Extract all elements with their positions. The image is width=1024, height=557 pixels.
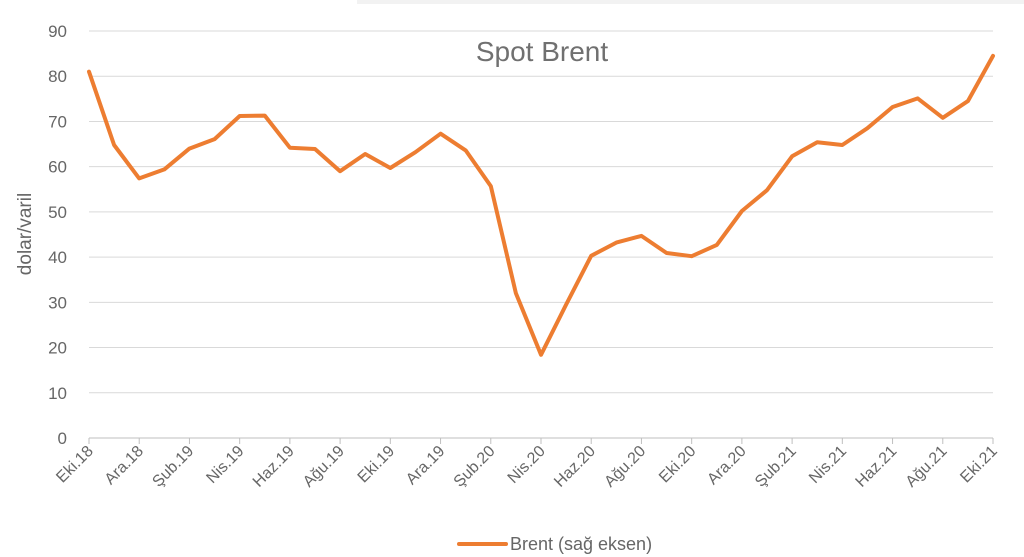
- y-axis-ticks: 0 10 20 30 40 50 60 70 80 90: [48, 22, 67, 448]
- x-tick-label: Ağu.19: [300, 443, 348, 491]
- x-tick-label: Eki.18: [53, 443, 97, 487]
- x-tick-label: Ağu.20: [601, 443, 649, 491]
- y-tick-label: 90: [48, 22, 67, 41]
- grid-lines: [89, 30, 993, 439]
- x-tick-label: Ara.20: [704, 443, 749, 488]
- y-tick-label: 10: [48, 384, 67, 403]
- top-band: [357, 0, 1024, 4]
- x-tick-label: Ağu.21: [903, 443, 951, 491]
- y-tick-label: 20: [48, 339, 67, 358]
- y-tick-label: 40: [48, 248, 67, 267]
- x-tick-label: Nis.20: [505, 443, 549, 487]
- x-tick-label: Haz.19: [250, 443, 298, 491]
- x-tick-label: Eki.21: [957, 443, 1001, 487]
- x-tick-label: Şub.19: [149, 443, 197, 491]
- y-tick-label: 60: [48, 158, 67, 177]
- legend: Brent (sağ eksen): [457, 534, 652, 554]
- series-layer: [87, 53, 995, 357]
- y-tick-label: 0: [58, 429, 67, 448]
- y-tick-label: 30: [48, 293, 67, 312]
- chart-title: Spot Brent: [476, 36, 609, 67]
- x-axis-ticks: Eki.18 Ara.18 Şub.19 Nis.19 Haz.19 Ağu.19 Eki.…: [53, 438, 1001, 491]
- y-tick-label: 70: [48, 112, 67, 131]
- y-tick-label: 80: [48, 67, 67, 86]
- y-axis-label: dolar/varil: [15, 193, 36, 275]
- x-tick-label: Haz.20: [551, 443, 599, 491]
- x-tick-label: Eki.20: [656, 443, 700, 487]
- series-line-brent: [87, 53, 995, 357]
- x-tick-label: Ara.19: [403, 443, 448, 488]
- x-tick-label: Eki.19: [355, 443, 399, 487]
- x-tick-label: Haz.21: [853, 443, 901, 491]
- x-tick-label: Şub.21: [752, 443, 800, 491]
- legend-label: Brent (sağ eksen): [510, 534, 652, 554]
- x-tick-label: Şub.20: [451, 443, 499, 491]
- x-tick-label: Ara.18: [102, 443, 147, 488]
- y-tick-label: 50: [48, 203, 67, 222]
- x-tick-label: Nis.21: [806, 443, 850, 487]
- x-tick-label: Nis.19: [203, 443, 247, 487]
